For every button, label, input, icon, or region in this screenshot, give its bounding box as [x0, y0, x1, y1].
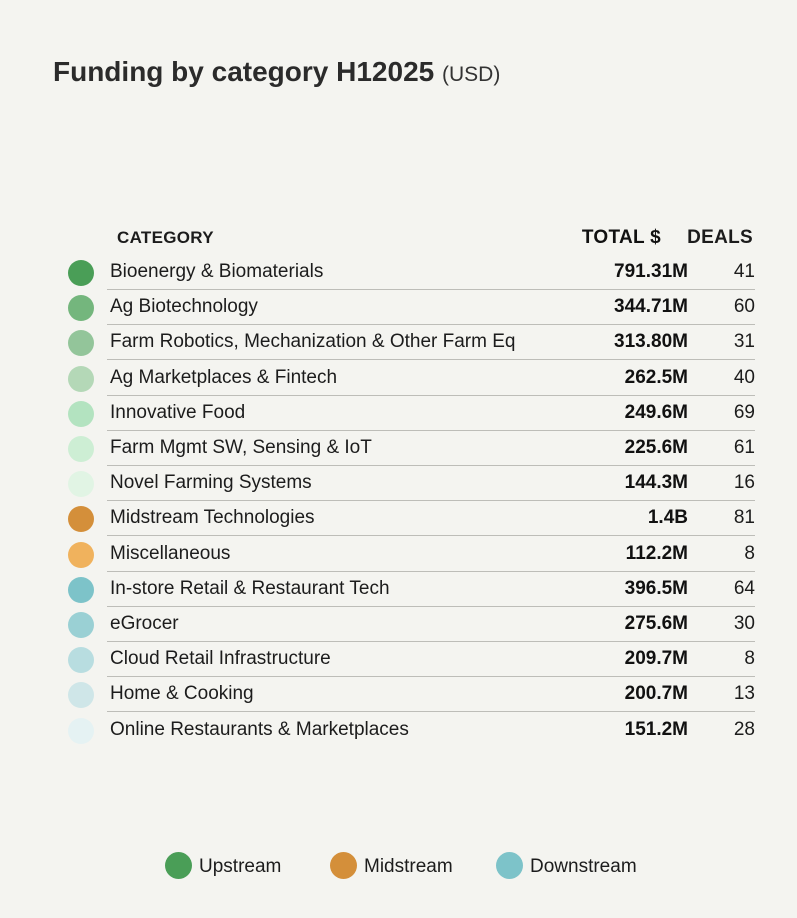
category-color-dot	[68, 612, 94, 638]
category-name: Innovative Food	[110, 401, 246, 423]
row-divider	[107, 676, 755, 678]
total-value: 313.80M	[614, 331, 688, 353]
row-divider	[107, 394, 755, 396]
category-color-dot	[68, 541, 94, 568]
deals-count: 8	[744, 648, 755, 670]
total-value: 1.4B	[647, 507, 688, 529]
legend-label: Midstream	[364, 856, 453, 877]
category-name: Ag Marketplaces & Fintech	[110, 366, 338, 388]
category-name: Farm Mgmt SW, Sensing & IoT	[110, 437, 372, 458]
deals-count: 40	[733, 366, 755, 388]
category-name: Midstream Technologies	[110, 507, 315, 529]
row-divider	[107, 465, 755, 466]
category-color-dot	[68, 576, 94, 603]
legend: Upstream Midstream Downstream	[0, 852, 797, 884]
total-value: 209.7M	[624, 648, 688, 670]
category-name: Novel Farming Systems	[110, 472, 312, 494]
total-value: 200.7M	[624, 683, 688, 705]
category-color-dot	[68, 436, 94, 462]
deals-count: 61	[733, 437, 755, 458]
table-row: Cloud Retail Infrastructure 209.7M 8	[0, 645, 797, 680]
total-value: 112.2M	[625, 542, 688, 564]
total-value: 262.5M	[624, 366, 688, 388]
row-divider	[107, 535, 755, 537]
chart-title: Funding by category H12025 (USD)	[53, 56, 500, 88]
category-name: Cloud Retail Infrastructure	[110, 648, 331, 670]
row-divider	[107, 711, 755, 713]
chart-title-text: Funding by category H12025	[53, 56, 435, 87]
category-color-dot	[68, 260, 94, 286]
total-value: 151.2M	[624, 718, 688, 740]
total-value: 275.6M	[624, 613, 688, 634]
deals-count: 64	[733, 577, 755, 599]
total-value: 396.5M	[624, 577, 688, 599]
legend-swatch	[330, 852, 357, 879]
category-name: Farm Robotics, Mechanization & Other Far…	[110, 331, 516, 353]
table-row: eGrocer 275.6M 30	[0, 610, 797, 645]
category-color-dot	[68, 330, 94, 357]
total-value: 249.6M	[624, 401, 688, 423]
deals-count: 31	[733, 331, 755, 353]
category-name: Online Restaurants & Marketplaces	[110, 718, 409, 740]
deals-count: 13	[733, 683, 755, 705]
category-color-dot	[68, 717, 94, 744]
category-name: eGrocer	[110, 613, 179, 634]
legend-label: Upstream	[199, 856, 282, 877]
table-row: Farm Mgmt SW, Sensing & IoT 225.6M 61	[0, 434, 797, 469]
category-color-dot	[68, 400, 94, 427]
legend-swatch	[165, 852, 192, 879]
category-color-dot	[68, 647, 94, 674]
table-row: Farm Robotics, Mechanization & Other Far…	[0, 328, 797, 363]
category-color-dot	[68, 506, 94, 533]
category-color-dot	[68, 365, 94, 392]
chart-title-unit: (USD)	[442, 63, 501, 86]
row-divider	[107, 359, 755, 361]
deals-count: 30	[733, 613, 755, 634]
table-row: Novel Farming Systems 144.3M 16	[0, 469, 797, 504]
table-row: In-store Retail & Restaurant Tech 396.5M 6…	[0, 575, 797, 610]
row-divider	[107, 605, 755, 607]
column-header-category: CATEGORY	[117, 228, 214, 247]
row-divider	[107, 289, 755, 290]
deals-count: 69	[733, 401, 755, 423]
deals-count: 60	[733, 296, 755, 318]
column-header-deals: DEALS	[687, 227, 753, 248]
table-row: Innovative Food 249.6M 69	[0, 399, 797, 434]
category-name: In-store Retail & Restaurant Tech	[110, 577, 390, 599]
row-divider	[107, 429, 755, 431]
deals-count: 41	[733, 261, 755, 282]
total-value: 144.3M	[624, 472, 688, 494]
column-header-total: TOTAL $	[581, 227, 661, 248]
category-color-dot	[68, 471, 94, 498]
table-row: Miscellaneous 112.2M 8	[0, 540, 797, 575]
legend-label: Downstream	[530, 856, 637, 877]
category-name: Ag Biotechnology	[110, 296, 258, 318]
category-name: Bioenergy & Biomaterials	[110, 261, 324, 282]
category-color-dot	[68, 295, 94, 322]
row-divider	[107, 570, 755, 572]
row-divider	[107, 500, 755, 502]
deals-count: 16	[733, 472, 755, 494]
deals-count: 8	[744, 542, 755, 564]
legend-swatch	[496, 852, 523, 879]
total-value: 791.31M	[614, 261, 688, 282]
table-row: Home & Cooking 200.7M 13	[0, 680, 797, 715]
table-row: Ag Biotechnology 344.71M 60	[0, 293, 797, 328]
deals-count: 81	[733, 507, 755, 529]
table-row: Midstream Technologies 1.4B 81	[0, 504, 797, 539]
deals-count: 28	[733, 718, 755, 740]
category-name: Home & Cooking	[110, 683, 254, 705]
table-row: Bioenergy & Biomaterials 791.31M 41	[0, 258, 797, 293]
table-row: Ag Marketplaces & Fintech 262.5M 40	[0, 364, 797, 399]
table-row: Online Restaurants & Marketplaces 151.2M 2…	[0, 716, 797, 751]
total-value: 344.71M	[614, 296, 688, 318]
total-value: 225.6M	[624, 437, 688, 458]
row-divider	[107, 641, 755, 642]
row-divider	[107, 324, 755, 326]
category-name: Miscellaneous	[110, 542, 231, 564]
category-color-dot	[68, 682, 94, 709]
